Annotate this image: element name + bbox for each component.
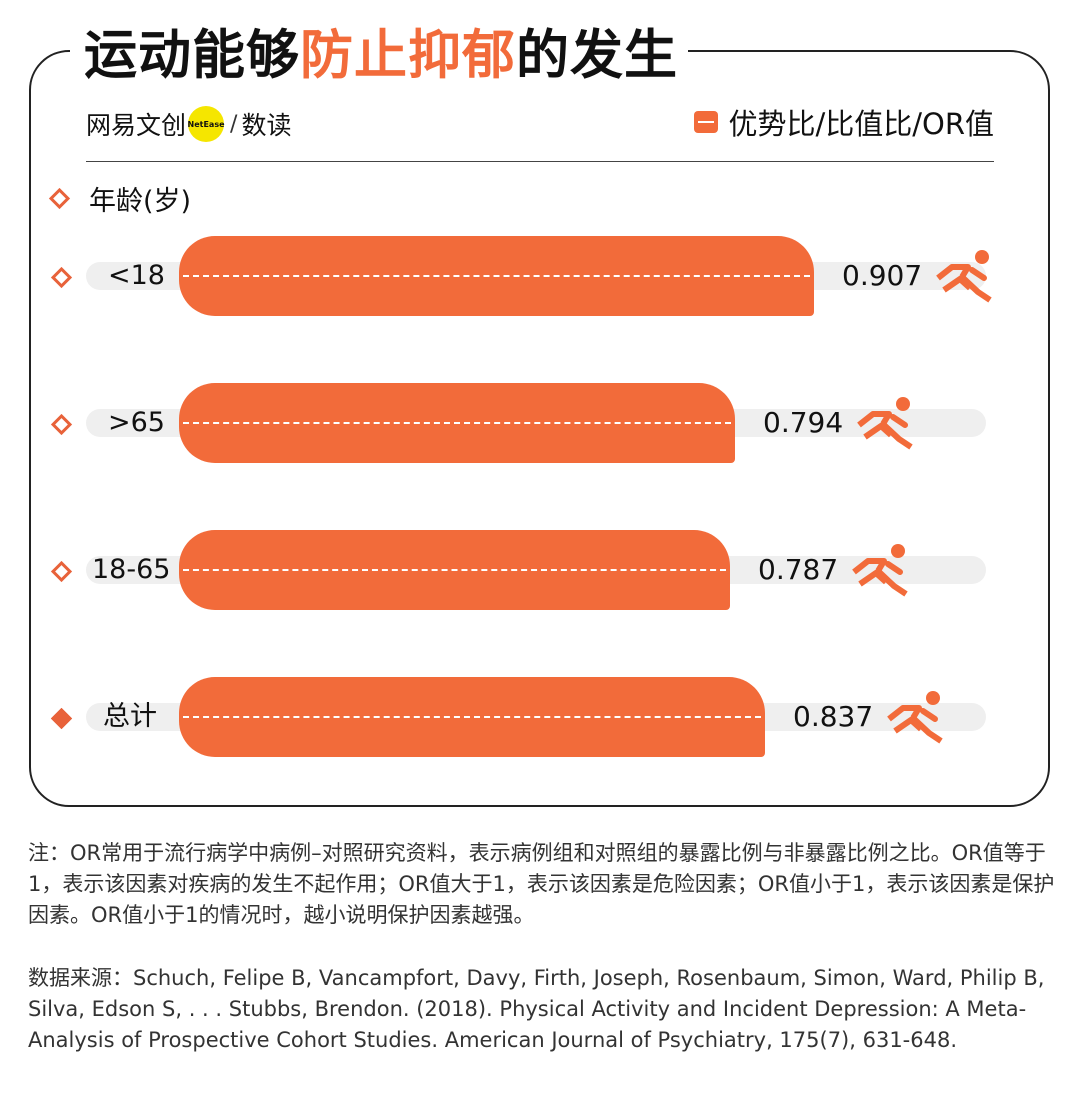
brand-slash-divider: / — [230, 111, 238, 137]
bar-row: 总计 0.837 — [0, 677, 1080, 757]
runner-icon — [936, 250, 992, 303]
bar-dashed-line — [183, 569, 726, 571]
title-suffix: 的发生 — [516, 25, 678, 86]
chart-legend: 优势比/比值比/OR值 — [694, 102, 994, 142]
brand-sub: 数读 — [241, 111, 292, 140]
page-title: 运动能够防止抑郁的发生 — [84, 20, 678, 92]
diamond-bullet-icon — [48, 187, 71, 209]
legend-label: 优势比/比值比/OR值 — [728, 107, 994, 141]
category-label: 18-65 — [92, 554, 171, 585]
title-prefix: 运动能够 — [84, 25, 300, 86]
runner-icon — [857, 397, 913, 450]
brand-name: 网易文创 — [86, 111, 187, 140]
runner-icon — [852, 544, 908, 597]
header-divider — [86, 161, 994, 162]
diamond-bullet-icon — [50, 266, 73, 289]
category-label: 总计 — [103, 701, 157, 732]
title-background — [70, 20, 688, 90]
bar-dashed-line — [183, 716, 761, 718]
value-label: 0.787 — [758, 553, 839, 586]
value-label: 0.837 — [793, 700, 874, 733]
value-label: 0.907 — [842, 259, 923, 292]
section-label: 年龄(岁) — [89, 185, 192, 217]
bar-dashed-line — [183, 275, 810, 277]
runner-icon — [887, 691, 943, 744]
category-label: >65 — [108, 407, 165, 438]
title-highlight: 防止抑郁 — [300, 25, 516, 86]
legend-swatch — [694, 111, 719, 133]
bar-row: >65 0.794 — [0, 383, 1080, 463]
diamond-bullet-icon — [50, 413, 73, 436]
category-label: <18 — [108, 260, 165, 291]
section-heading: 年龄(岁) — [48, 178, 192, 218]
diamond-bullet-icon — [50, 560, 73, 583]
footnote: 注：OR常用于流行病学中病例–对照研究资料，表示病例组和对照组的暴露比例与非暴露… — [28, 841, 1055, 927]
bar-row: 18-65 0.787 — [0, 530, 1080, 610]
diamond-bullet-icon — [50, 707, 73, 730]
bar-row: <18 0.907 — [0, 236, 1080, 316]
data-source: 数据来源：Schuch, Felipe B, Vancampfort, Davy… — [28, 966, 1045, 1052]
bar-dashed-line — [183, 422, 731, 424]
brand-badge: NetEase — [188, 106, 225, 142]
brand-logo: 网易文创 NetEase / 数读 — [86, 104, 291, 144]
value-label: 0.794 — [763, 406, 844, 439]
